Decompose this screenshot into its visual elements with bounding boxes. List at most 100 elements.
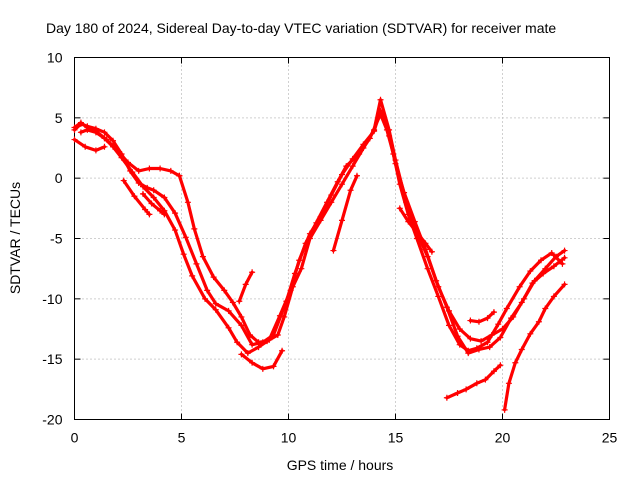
data-point	[279, 347, 286, 354]
data-point	[377, 96, 384, 103]
data-point	[339, 171, 345, 178]
data-point	[401, 189, 408, 196]
series-track-14	[501, 281, 568, 413]
data-point	[561, 247, 568, 254]
data-point	[475, 346, 482, 353]
series-line	[122, 179, 151, 216]
data-point	[490, 309, 497, 316]
data-point	[249, 269, 256, 276]
data-point	[349, 155, 356, 162]
data-point	[422, 246, 429, 253]
x-tick-label: 25	[602, 430, 618, 446]
data-point	[454, 389, 461, 396]
y-axis-label: SDTVAR / TECUs	[7, 182, 23, 294]
data-point	[229, 299, 236, 306]
data-point	[518, 299, 525, 306]
data-point	[371, 128, 378, 135]
axis-ticks	[74, 57, 610, 420]
tick-labels: 0 5 10 15 20 25 -20 -15 -10 -5 0 5 10	[42, 50, 617, 446]
data-point	[482, 376, 489, 383]
data-point	[210, 274, 217, 281]
x-axis-label: GPS time / hours	[287, 457, 394, 473]
data-point	[135, 167, 142, 174]
data-point	[120, 177, 127, 184]
series-track-5	[71, 136, 108, 154]
data-point	[377, 107, 384, 114]
data-point	[330, 247, 337, 254]
data-point	[236, 298, 243, 305]
data-point	[157, 165, 164, 172]
series-line	[331, 174, 359, 253]
series-line	[72, 138, 107, 152]
x-tick-label: 5	[178, 430, 186, 446]
data-point	[296, 257, 303, 264]
data-point	[535, 318, 542, 325]
data-point	[317, 213, 324, 220]
series-track-8	[236, 269, 256, 305]
data-point	[424, 265, 431, 272]
data-point	[161, 211, 168, 218]
data-point	[184, 199, 191, 206]
data-point	[463, 386, 470, 393]
data-point	[270, 363, 277, 370]
grid-lines	[74, 57, 610, 420]
data-point	[244, 350, 251, 357]
data-point	[266, 336, 273, 343]
data-point	[478, 338, 485, 345]
data-point	[146, 165, 153, 172]
data-point	[101, 143, 108, 150]
data-point	[139, 183, 146, 190]
data-point	[518, 346, 525, 353]
chart-title: Day 180 of 2024, Sidereal Day-to-day VTE…	[46, 20, 556, 36]
data-point	[199, 253, 206, 260]
data-point	[191, 225, 198, 232]
data-point	[287, 287, 294, 294]
data-point	[101, 135, 108, 142]
data-point	[202, 295, 209, 302]
data-point	[298, 265, 305, 272]
y-tick-label: -15	[42, 351, 62, 367]
data-point	[490, 368, 497, 375]
data-point	[542, 305, 549, 312]
data-point	[454, 333, 461, 340]
data-point	[435, 293, 442, 300]
data-point	[150, 187, 157, 194]
y-tick-label: -10	[42, 291, 62, 307]
data-point	[505, 380, 512, 387]
data-point	[101, 129, 108, 136]
data-point	[225, 307, 232, 314]
data-point	[446, 322, 452, 329]
data-point	[242, 281, 249, 288]
data-point	[360, 141, 367, 148]
x-tick-label: 0	[71, 430, 79, 446]
series-track-11	[396, 205, 435, 255]
y-tick-label: -20	[42, 412, 62, 428]
data-point	[484, 315, 491, 322]
data-point	[548, 249, 555, 256]
data-point	[527, 330, 534, 337]
series-track-6	[120, 177, 153, 218]
series-line	[503, 282, 567, 412]
data-point	[249, 341, 256, 348]
data-point	[503, 305, 510, 312]
data-point	[443, 304, 450, 311]
data-point	[386, 132, 393, 139]
data-point	[475, 318, 482, 325]
data-point	[276, 312, 283, 319]
series-track-10	[330, 172, 360, 254]
y-tick-label: 10	[47, 50, 63, 66]
series-track-4	[77, 107, 568, 357]
y-tick-label: 0	[55, 170, 63, 186]
data-point	[92, 129, 99, 136]
data-point	[193, 260, 200, 267]
y-tick-label: -5	[50, 231, 63, 247]
data-point	[110, 137, 117, 144]
data-point	[339, 181, 345, 188]
data-point	[234, 339, 241, 346]
data-point	[501, 406, 508, 413]
x-tick-label: 15	[388, 430, 404, 446]
data-point	[281, 313, 288, 320]
data-point	[142, 206, 149, 213]
data-point	[405, 218, 412, 225]
plot-area	[71, 96, 568, 413]
